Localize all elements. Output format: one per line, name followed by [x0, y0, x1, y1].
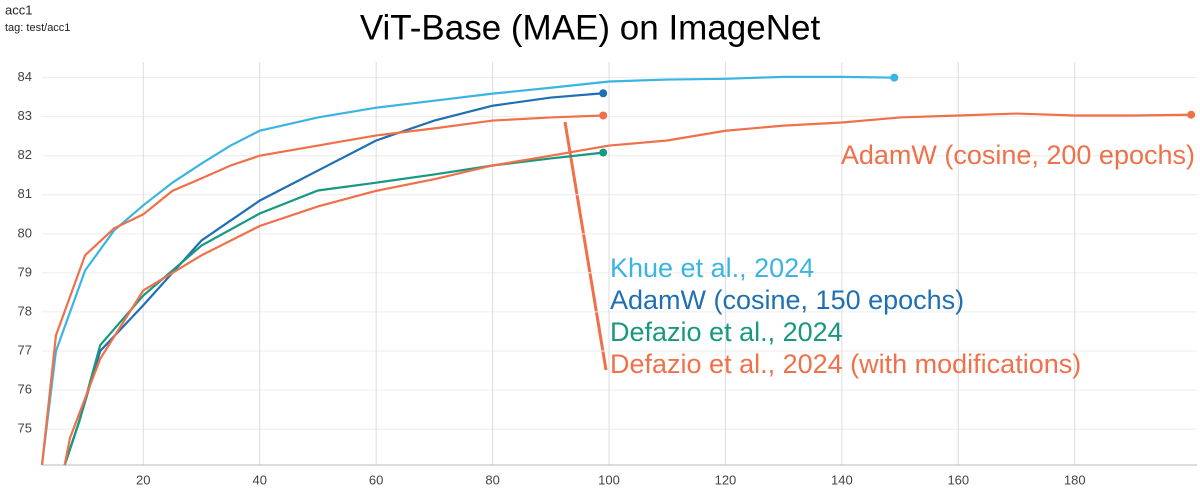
x-tick-label: 140 [831, 472, 853, 487]
y-tick-label: 84 [18, 69, 32, 84]
end-point [599, 148, 608, 157]
x-tick-label: 40 [252, 472, 266, 487]
y-tick-label: 80 [18, 225, 32, 240]
series-line [40, 114, 604, 466]
series-line [63, 92, 604, 466]
x-tick-label: 180 [1064, 472, 1086, 487]
x-tick-label: 100 [598, 472, 620, 487]
end-point [890, 73, 899, 82]
y-tick-label: 76 [18, 381, 32, 396]
legend-label: Defazio et al., 2024 [610, 317, 843, 347]
y-tick-label: 81 [18, 186, 32, 201]
x-tick-label: 20 [136, 472, 150, 487]
chart-subheader: tag: test/acc1 [5, 22, 70, 34]
end-point [599, 89, 608, 98]
x-tick-label: 160 [947, 472, 969, 487]
annotation-arrow [563, 121, 608, 371]
legend-label: Defazio et al., 2024 (with modifications… [610, 349, 1081, 379]
legend-label: AdamW (cosine, 200 epochs) [841, 140, 1195, 170]
legend-label: Khue et al., 2024 [610, 253, 814, 283]
y-tick-label: 79 [18, 264, 32, 279]
series-line [63, 112, 1192, 466]
y-tick-label: 78 [18, 303, 32, 318]
chart-title: ViT-Base (MAE) on ImageNet [360, 8, 821, 47]
x-tick-label: 60 [369, 472, 383, 487]
end-point [599, 111, 608, 120]
x-tick-label: 80 [485, 472, 499, 487]
legend-label: AdamW (cosine, 150 epochs) [610, 285, 964, 315]
series-line [63, 151, 604, 466]
y-tick-label: 75 [18, 421, 32, 436]
chart-header: acc1 [5, 2, 32, 17]
end-point [1187, 110, 1196, 119]
y-tick-label: 82 [18, 147, 32, 162]
y-tick-label: 77 [18, 342, 32, 357]
y-tick-label: 83 [18, 108, 32, 123]
x-tick-label: 120 [715, 472, 737, 487]
